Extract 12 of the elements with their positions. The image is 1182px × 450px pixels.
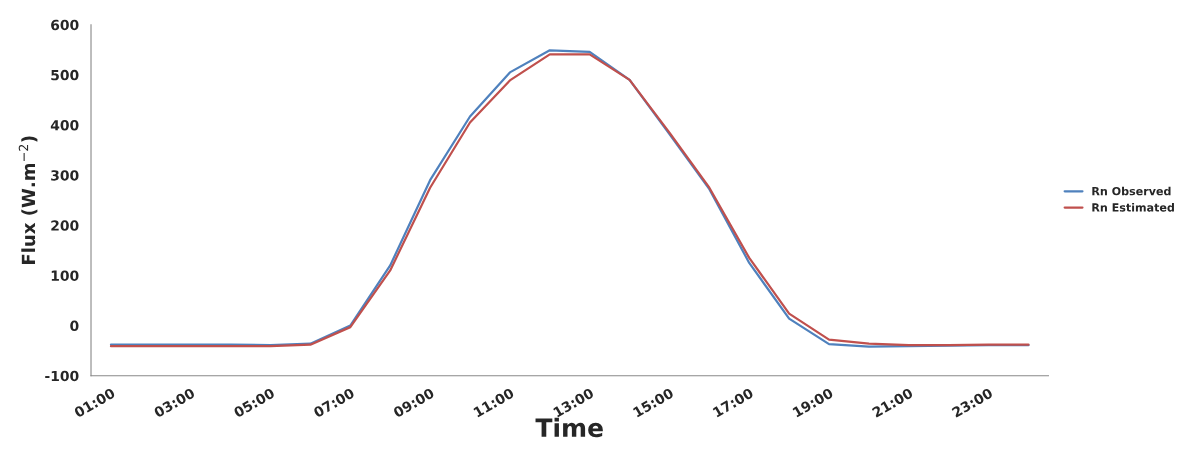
y-tick-label: 300 (51, 170, 79, 181)
y-tick-label: -100 (45, 370, 79, 382)
y-tick-label: 0 (70, 320, 79, 332)
x-axis-title: Time (535, 417, 603, 438)
y-tick-label: 400 (50, 120, 79, 131)
legend-label: Rn Observed (1092, 186, 1171, 196)
legend-label: Rn Estimated (1092, 203, 1174, 212)
y-tick-label: 500 (51, 69, 79, 81)
y-axis-title: Flux (W.m$^{−2}$) (18, 136, 38, 264)
y-tick-label: 100 (51, 270, 79, 281)
y-tick-label: 600 (51, 19, 79, 31)
y-tick-label: 200 (51, 220, 79, 231)
